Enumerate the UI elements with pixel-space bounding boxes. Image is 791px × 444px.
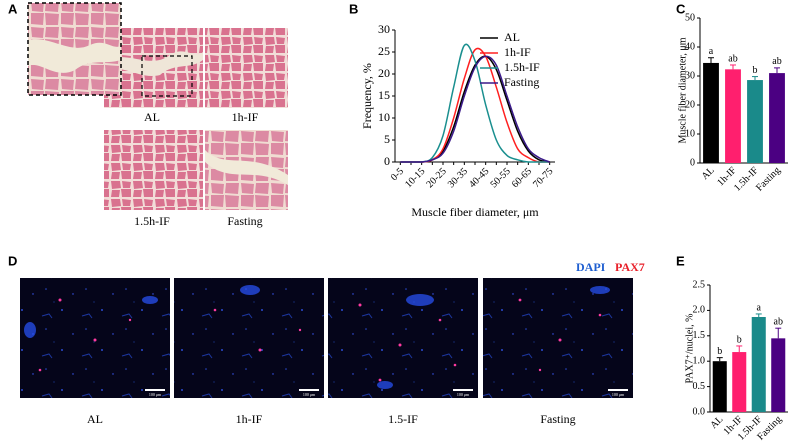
y-tick-label: 1.0: [693, 355, 706, 366]
bar: [751, 317, 766, 412]
significance-letter: a: [757, 302, 762, 313]
x-tick-label: 30-35: [446, 166, 470, 190]
panel-letter: D: [8, 253, 17, 268]
y-tick-label: 0: [384, 154, 390, 168]
legend-label: 1.5h-IF: [504, 60, 540, 74]
histology-image: [104, 51, 203, 76]
x-tick-label: 50-55: [488, 166, 512, 190]
bar: [771, 338, 786, 412]
pax7-dots: [38, 298, 602, 382]
y-tick-label: 20: [685, 99, 695, 110]
histology-inset: [28, 39, 121, 73]
histology-image: [104, 130, 203, 210]
scale-bar-label: 100 μm: [149, 392, 162, 397]
significance-letter: ab: [772, 56, 781, 67]
y-tick-label: 1.5: [693, 330, 706, 341]
y-tick-label: 25: [378, 44, 390, 58]
panel-letter: B: [349, 1, 358, 16]
y-tick-label: 2.0: [693, 305, 706, 316]
legend-label: Fasting: [504, 75, 539, 89]
scale-bar-label: 100 μm: [457, 392, 470, 397]
panel-d-images: [20, 278, 633, 398]
y-axis-label: Frequency, %: [360, 63, 374, 129]
significance-letter: a: [709, 46, 714, 57]
legend-label: AL: [504, 30, 520, 44]
legend-label: PAX7: [615, 260, 645, 274]
histology-image: [205, 150, 288, 185]
bar: [747, 80, 763, 163]
bar: [725, 69, 741, 163]
image-label: 1h-IF: [236, 412, 263, 426]
y-tick-label: 0: [690, 157, 695, 168]
x-tick-label: 10-15: [403, 166, 427, 190]
significance-letter: b: [717, 346, 722, 357]
y-tick-label: 15: [378, 88, 390, 102]
legend-label: 1h-IF: [504, 45, 531, 59]
image-label: Fasting: [540, 412, 575, 426]
significance-letter: ab: [728, 53, 737, 64]
y-axis-label: PAX7⁺/nuclei, %: [684, 314, 695, 384]
y-tick-label: 30: [685, 70, 695, 81]
x-axis-label: Muscle fiber diameter, μm: [411, 205, 539, 219]
if-image: [20, 278, 170, 398]
inset-border: [27, 2, 122, 96]
image-label: AL: [87, 412, 103, 426]
if-image: [328, 278, 478, 398]
x-tick-label: 60-65: [510, 166, 534, 190]
image-label: 1.5-IF: [388, 412, 418, 426]
panel-a-images: [27, 2, 288, 210]
image-label: 1h-IF: [232, 110, 259, 124]
image-label: AL: [144, 110, 160, 124]
scale-bar-label: 100 μm: [303, 392, 316, 397]
x-tick-label: 20-25: [424, 166, 448, 190]
y-tick-label: 0.5: [693, 381, 706, 392]
image-label: 1.5h-IF: [134, 214, 170, 228]
histology-image: [205, 28, 288, 108]
y-tick-label: 50: [685, 12, 695, 23]
bar: [732, 352, 747, 412]
dapi-blobs: [24, 285, 610, 389]
if-image: [174, 278, 324, 398]
y-tick-label: 10: [685, 128, 695, 139]
series-line: [400, 55, 550, 163]
x-tick-label: Fasting: [754, 165, 783, 194]
panel-letter: C: [676, 1, 686, 16]
significance-letter: ab: [774, 316, 783, 327]
y-axis-label: Muscle fiber diameter, μm: [677, 37, 688, 143]
x-tick-label: 70-75: [531, 166, 555, 190]
y-tick-label: 40: [685, 41, 695, 52]
x-tick-label: 0-5: [389, 166, 406, 183]
bar: [769, 73, 785, 163]
legend-label: DAPI: [576, 260, 606, 274]
image-label: Fasting: [227, 214, 262, 228]
if-image: [483, 278, 633, 398]
x-tick-label: 40-45: [467, 166, 491, 190]
panel-letter: A: [8, 1, 18, 16]
y-tick-label: 20: [378, 66, 390, 80]
bar: [703, 62, 719, 164]
scale-bar-label: 100 μm: [612, 392, 625, 397]
y-tick-label: 30: [378, 22, 390, 36]
y-tick-label: 5: [384, 132, 390, 146]
significance-letter: b: [737, 334, 742, 345]
x-tick-label: AL: [700, 165, 717, 182]
panel-letter: E: [676, 253, 685, 268]
y-tick-label: 10: [378, 110, 390, 124]
bar: [712, 361, 727, 412]
y-tick-label: 0.0: [693, 406, 706, 417]
significance-letter: b: [753, 65, 758, 76]
y-tick-label: 2.5: [693, 279, 706, 290]
zoom-box: [141, 55, 193, 97]
